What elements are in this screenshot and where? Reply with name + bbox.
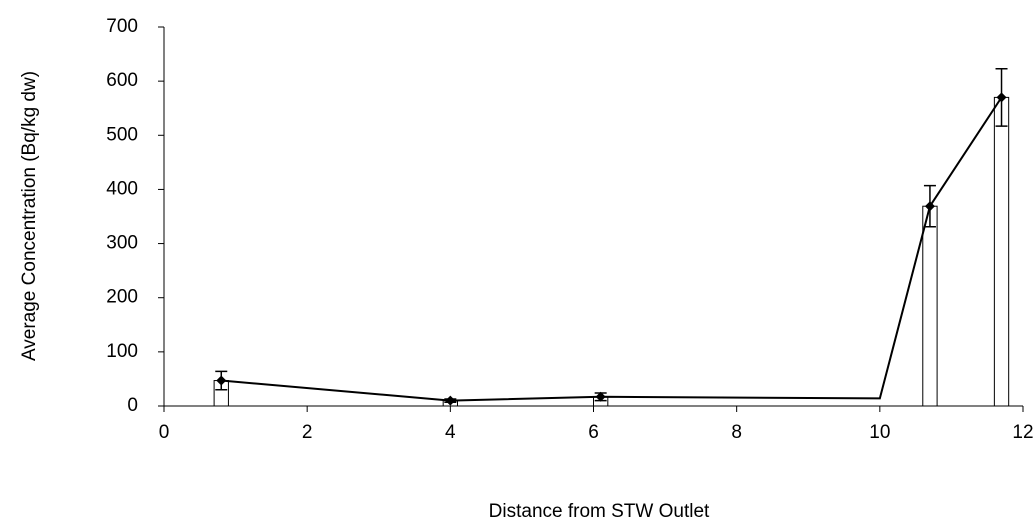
y-tick-label: 0 bbox=[127, 395, 138, 416]
marker bbox=[996, 92, 1007, 103]
x-tick-label: 4 bbox=[445, 422, 456, 443]
x-tick-label: 0 bbox=[159, 422, 170, 443]
marker bbox=[595, 391, 606, 402]
marker bbox=[445, 395, 456, 406]
y-tick-label: 600 bbox=[106, 70, 138, 91]
y-tick-label: 100 bbox=[106, 341, 138, 362]
x-tick-label: 8 bbox=[731, 422, 742, 443]
y-tick-label: 400 bbox=[106, 178, 138, 199]
bar bbox=[993, 96, 1010, 407]
y-tick-label: 500 bbox=[106, 124, 138, 145]
bar bbox=[922, 205, 938, 407]
y-tick-label: 300 bbox=[106, 233, 138, 254]
marker bbox=[216, 375, 227, 386]
y-tick-label: 700 bbox=[106, 16, 138, 37]
marker bbox=[924, 201, 935, 212]
x-tick-label: 2 bbox=[302, 422, 313, 443]
x-tick-label: 6 bbox=[588, 422, 599, 443]
y-tick-label: 200 bbox=[106, 287, 138, 308]
x-axis-label: Distance from STW Outlet bbox=[489, 501, 710, 522]
x-tick-label: 12 bbox=[1012, 422, 1033, 443]
x-tick-label: 10 bbox=[869, 422, 890, 443]
y-axis-label: Average Concentration (Bq/kg dw) bbox=[19, 71, 40, 361]
line bbox=[221, 96, 1003, 402]
